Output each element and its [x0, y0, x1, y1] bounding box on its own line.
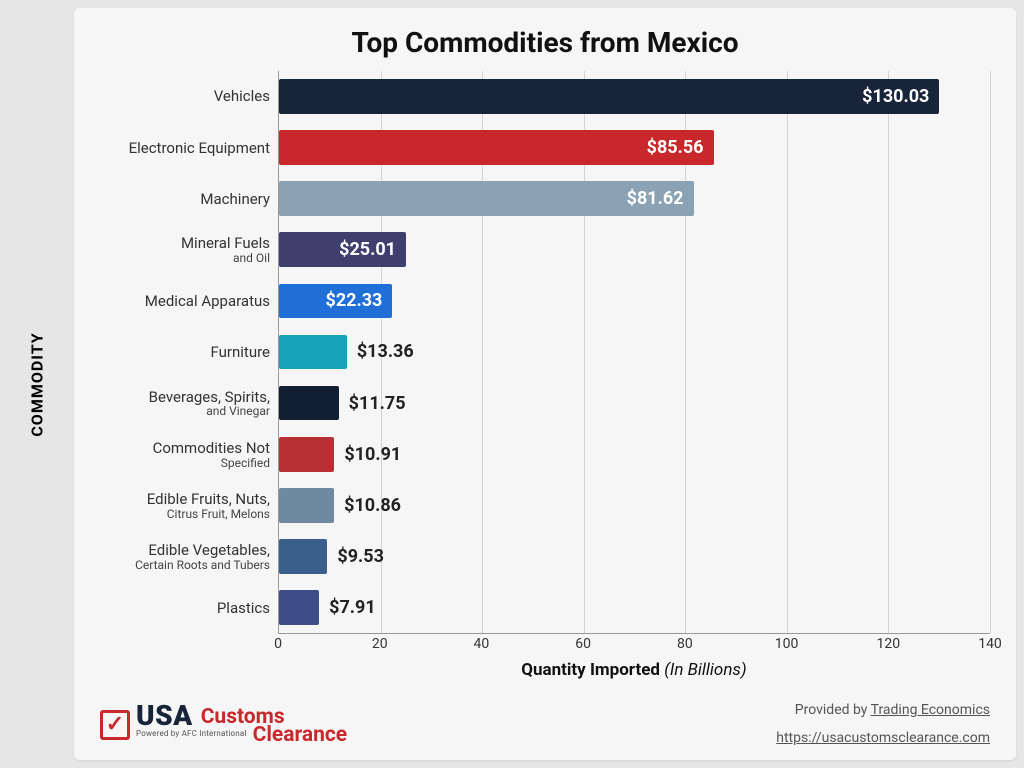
bar-row: $10.86 — [279, 480, 990, 531]
x-axis-title: Quantity Imported (In Billions) — [278, 660, 990, 680]
x-tick-label: 0 — [274, 636, 282, 652]
source-url-link[interactable]: https://usacustomsclearance.com — [776, 730, 990, 746]
category-label-main: Mineral Fuels — [181, 235, 270, 252]
bar: $25.01 — [279, 232, 406, 267]
x-tick-label: 20 — [372, 636, 388, 652]
x-axis-ticks: 020406080100120140 — [278, 634, 990, 656]
bar-value-label: $10.86 — [344, 495, 401, 516]
chart-title: Top Commodities from Mexico — [100, 26, 990, 59]
bar — [279, 335, 347, 370]
bar-row: $7.91 — [279, 582, 990, 633]
plot: Vehicles Electronic Equipment Machinery Min… — [100, 71, 990, 634]
brand-logo: ✓ USA Customs Powered by AFC Internation… — [100, 703, 347, 746]
category-label: Vehicles — [100, 71, 278, 122]
y-axis-title: COMMODITY — [28, 332, 47, 436]
bar — [279, 539, 327, 574]
brand-clearance: Clearance — [253, 726, 348, 746]
brand-text: USA Customs Powered by AFC International… — [136, 703, 347, 746]
category-label: Edible Fruits, Nuts,Citrus Fruit, Melons — [100, 481, 278, 532]
bar-row: $11.75 — [279, 378, 990, 429]
bar: $85.56 — [279, 130, 714, 165]
category-label: Furniture — [100, 327, 278, 378]
bar-value-label: $11.75 — [349, 393, 406, 414]
checkmark-icon: ✓ — [100, 710, 130, 740]
bars-column: $130.03 $85.56 $81.62 $25.01 $22.33 $13.36 $11… — [278, 71, 990, 634]
x-tick-label: 120 — [876, 636, 900, 652]
category-label-sub: Certain Roots and Tubers — [135, 559, 270, 572]
category-label-main: Machinery — [200, 191, 270, 208]
category-label: Medical Apparatus — [100, 276, 278, 327]
brand-customs: Customs — [201, 708, 285, 728]
bar-value-label: $10.91 — [344, 444, 401, 465]
category-label-main: Electronic Equipment — [129, 140, 270, 157]
attribution: Provided by Trading Economics https://us… — [776, 702, 990, 746]
x-tick-label: 140 — [978, 636, 1002, 652]
category-label-sub: Citrus Fruit, Melons — [167, 508, 270, 521]
bar — [279, 488, 334, 523]
category-label-main: Commodities Not — [153, 440, 270, 457]
bar-value-label: $9.53 — [337, 546, 384, 567]
category-label: Commodities NotSpecified — [100, 429, 278, 480]
brand-subtitle: Powered by AFC International — [136, 730, 247, 738]
category-label-main: Furniture — [211, 344, 271, 361]
bar — [279, 437, 334, 472]
x-tick-label: 60 — [575, 636, 591, 652]
category-label-sub: Specified — [221, 457, 270, 470]
y-axis-strip: COMMODITY — [0, 0, 74, 768]
bar-value-label: $7.91 — [329, 597, 376, 618]
bar: $130.03 — [279, 79, 939, 114]
category-label-sub: and Oil — [233, 252, 270, 265]
category-label-main: Medical Apparatus — [145, 293, 270, 310]
category-label-main: Beverages, Spirits, — [149, 389, 270, 406]
attribution-line-2: https://usacustomsclearance.com — [776, 730, 990, 746]
bar-row: $25.01 — [279, 224, 990, 275]
bar: $81.62 — [279, 181, 694, 216]
category-label-main: Vehicles — [214, 88, 270, 105]
category-labels-column: Vehicles Electronic Equipment Machinery Min… — [100, 71, 278, 634]
bar-row: $85.56 — [279, 122, 990, 173]
bar-row: $81.62 — [279, 173, 990, 224]
category-label: Plastics — [100, 583, 278, 634]
x-axis-title-main: Quantity Imported — [521, 660, 664, 680]
bar-value-label: $13.36 — [357, 341, 414, 362]
x-axis-title-unit: (In Billions) — [664, 660, 747, 680]
category-label-main: Edible Vegetables, — [148, 542, 270, 559]
category-label: Edible Vegetables,Certain Roots and Tube… — [100, 532, 278, 583]
x-tick-label: 100 — [775, 636, 799, 652]
bar — [279, 590, 319, 625]
provided-prefix: Provided by — [795, 702, 871, 718]
attribution-line-1: Provided by Trading Economics — [776, 702, 990, 718]
x-tick-label: 40 — [474, 636, 490, 652]
bar-row: $9.53 — [279, 531, 990, 582]
bar: $22.33 — [279, 284, 392, 319]
bar-row: $10.91 — [279, 429, 990, 480]
gridline — [990, 71, 991, 633]
category-label: Machinery — [100, 173, 278, 224]
category-label: Mineral Fuelsand Oil — [100, 225, 278, 276]
bar-row: $130.03 — [279, 71, 990, 122]
bar-row: $13.36 — [279, 326, 990, 377]
source-link[interactable]: Trading Economics — [871, 702, 990, 718]
category-label-sub: and Vinegar — [206, 405, 270, 418]
category-label: Beverages, Spirits,and Vinegar — [100, 378, 278, 429]
bar — [279, 386, 339, 421]
footer: ✓ USA Customs Powered by AFC Internation… — [100, 702, 990, 746]
category-label: Electronic Equipment — [100, 122, 278, 173]
category-label-main: Edible Fruits, Nuts, — [147, 491, 270, 508]
chart-card: Top Commodities from Mexico Vehicles Elec… — [74, 8, 1016, 760]
x-tick-label: 80 — [677, 636, 693, 652]
bar-row: $22.33 — [279, 275, 990, 326]
chart-area: Vehicles Electronic Equipment Machinery Min… — [100, 71, 990, 680]
category-label-main: Plastics — [217, 600, 270, 617]
brand-usa: USA — [136, 699, 193, 732]
